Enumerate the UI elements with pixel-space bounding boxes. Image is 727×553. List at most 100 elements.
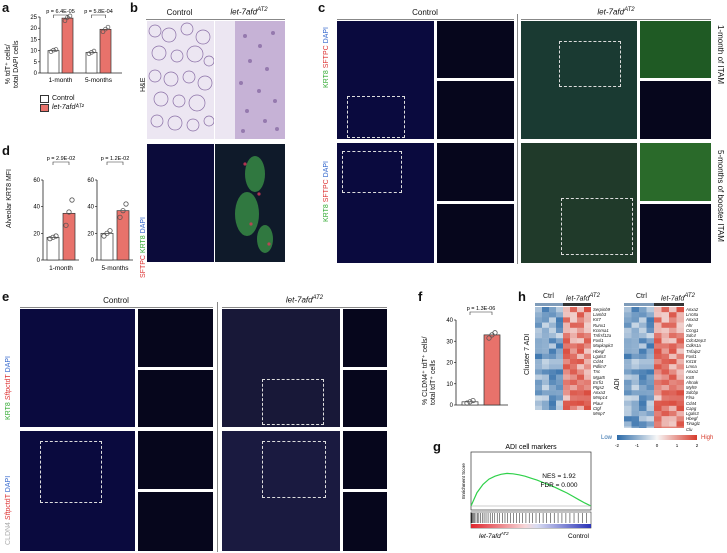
heatmap-cell <box>549 333 557 339</box>
data-point <box>53 47 59 52</box>
heatmap-cell <box>563 374 571 380</box>
y-tick-label: 20 <box>446 361 453 367</box>
heatmap-cell <box>654 327 662 334</box>
heatmap-cell <box>631 390 640 396</box>
heatmap-cell <box>661 369 670 375</box>
p-value-label: p = 5.8E-04 <box>84 9 113 15</box>
heatmap-cell <box>661 385 670 391</box>
label-tdt: tdT <box>5 374 12 385</box>
heatmap-cell <box>669 411 677 417</box>
gene-label: Ptgs2 <box>593 385 604 391</box>
legend-control: Control <box>40 95 84 103</box>
heatmap-cell <box>624 333 632 339</box>
heatmap-cell <box>542 322 550 328</box>
heatmap-cell <box>676 385 684 391</box>
heatmap-cell <box>542 312 550 318</box>
bar <box>100 232 114 261</box>
panel-e-mutant-inset-1b <box>343 370 387 427</box>
gene-label: Lgals3 <box>593 353 606 359</box>
heatmap-cell <box>563 400 571 406</box>
heatmap-cell <box>556 364 564 370</box>
heatmap-cell <box>631 385 640 391</box>
heatmap-cell <box>646 400 655 406</box>
heatmap-cell <box>584 364 591 370</box>
heatmap-cell <box>563 405 571 410</box>
heatmap-cell <box>549 353 557 360</box>
heatmap-cell <box>654 333 662 339</box>
heatmap-cell <box>577 395 585 401</box>
heatmap-cell <box>535 400 543 406</box>
heatmap-cell <box>639 322 647 328</box>
heatmap-cell <box>584 374 591 380</box>
gene-label: Krt7 <box>593 317 601 323</box>
heatmap-cell <box>669 333 677 339</box>
heatmap-cell <box>624 416 632 422</box>
heatmap-cell <box>646 411 655 417</box>
panel-h-ylabel-2: ADI <box>614 378 621 390</box>
panel-c-control-inset-1b <box>437 81 514 139</box>
gene-label: Ccng1 <box>686 327 699 333</box>
gene-label: Mmp7 <box>593 411 605 417</box>
gene-label: Fosl1 <box>686 353 697 359</box>
heatmap-cell <box>549 359 557 365</box>
group-bar-mutant <box>563 303 591 306</box>
data-point <box>51 47 56 53</box>
heatmap-cell <box>542 374 550 380</box>
heatmap-cell <box>646 379 655 386</box>
heatmap-cell <box>631 307 640 313</box>
legend-mutant: let-7afdᴬᵀ² <box>40 104 84 112</box>
heatmap-cell <box>542 338 550 344</box>
p-value-label: p = 2.9E-02 <box>47 156 76 162</box>
scale-tick-label: 1 <box>676 443 679 448</box>
significance-bracket <box>52 161 70 165</box>
heatmap-cell <box>661 307 670 313</box>
data-point <box>50 234 56 240</box>
heatmap-cell <box>549 343 557 349</box>
heatmap-cell <box>624 369 632 375</box>
panel-h-heatmap-1 <box>535 303 591 410</box>
heatmap-cell <box>639 327 647 334</box>
heatmap-cell <box>584 327 591 334</box>
heatmap-cell <box>556 369 564 375</box>
heatmap-cell <box>624 327 632 334</box>
heatmap-cell <box>584 338 591 344</box>
bar <box>62 212 76 261</box>
panel-d-chart: 0 20 40 60 p = 2.9E-02 1-month 0 20 40 60 p = 1.2E… <box>33 156 133 272</box>
panel-c-control-header: Control <box>412 8 438 17</box>
heatmap-cell <box>570 395 578 401</box>
data-point <box>53 233 59 239</box>
panel-b-mutant-sup: AT2 <box>257 7 268 13</box>
heatmap-cell <box>639 374 647 380</box>
panel-b-he-control-image <box>147 21 214 139</box>
heatmap-cell <box>639 426 647 428</box>
heatmap-cell <box>669 343 677 349</box>
heatmap-cell <box>646 307 655 313</box>
heatmap-cell <box>624 317 632 323</box>
heatmap-cell <box>535 364 543 370</box>
gene-label: Hbegf <box>686 416 698 422</box>
heatmap-cell <box>570 307 578 313</box>
heatmap-cell <box>646 421 655 427</box>
heatmap-cell <box>669 426 677 428</box>
gene-label: Fosl1 <box>593 338 604 344</box>
panel-f-label: f <box>418 289 423 304</box>
heatmap-cell <box>535 405 543 410</box>
heatmap-cell <box>661 322 670 328</box>
heatmap-cell <box>631 374 640 380</box>
heatmap-cell <box>542 327 550 334</box>
panel-f-ylabel-text: % CLDN4⁺ tdT⁺ cells/ total tdT⁺ cells <box>422 336 437 405</box>
heatmap-cell <box>577 374 585 380</box>
panel-b-label: b <box>130 0 138 15</box>
heatmap-cell <box>556 312 564 318</box>
heatmap-cell <box>654 343 662 349</box>
heatmap-cell <box>661 379 670 386</box>
heatmap-cell <box>556 307 564 313</box>
gene-label: Anxa3 <box>686 317 699 323</box>
data-point <box>69 197 75 203</box>
heatmap-cell <box>563 327 571 334</box>
heatmap-cell <box>676 369 684 375</box>
group-bar-ctrl <box>535 303 563 306</box>
label-dapi: DAPI <box>5 475 12 493</box>
heatmap-cell <box>631 411 640 417</box>
heatmap-cell <box>624 395 632 401</box>
